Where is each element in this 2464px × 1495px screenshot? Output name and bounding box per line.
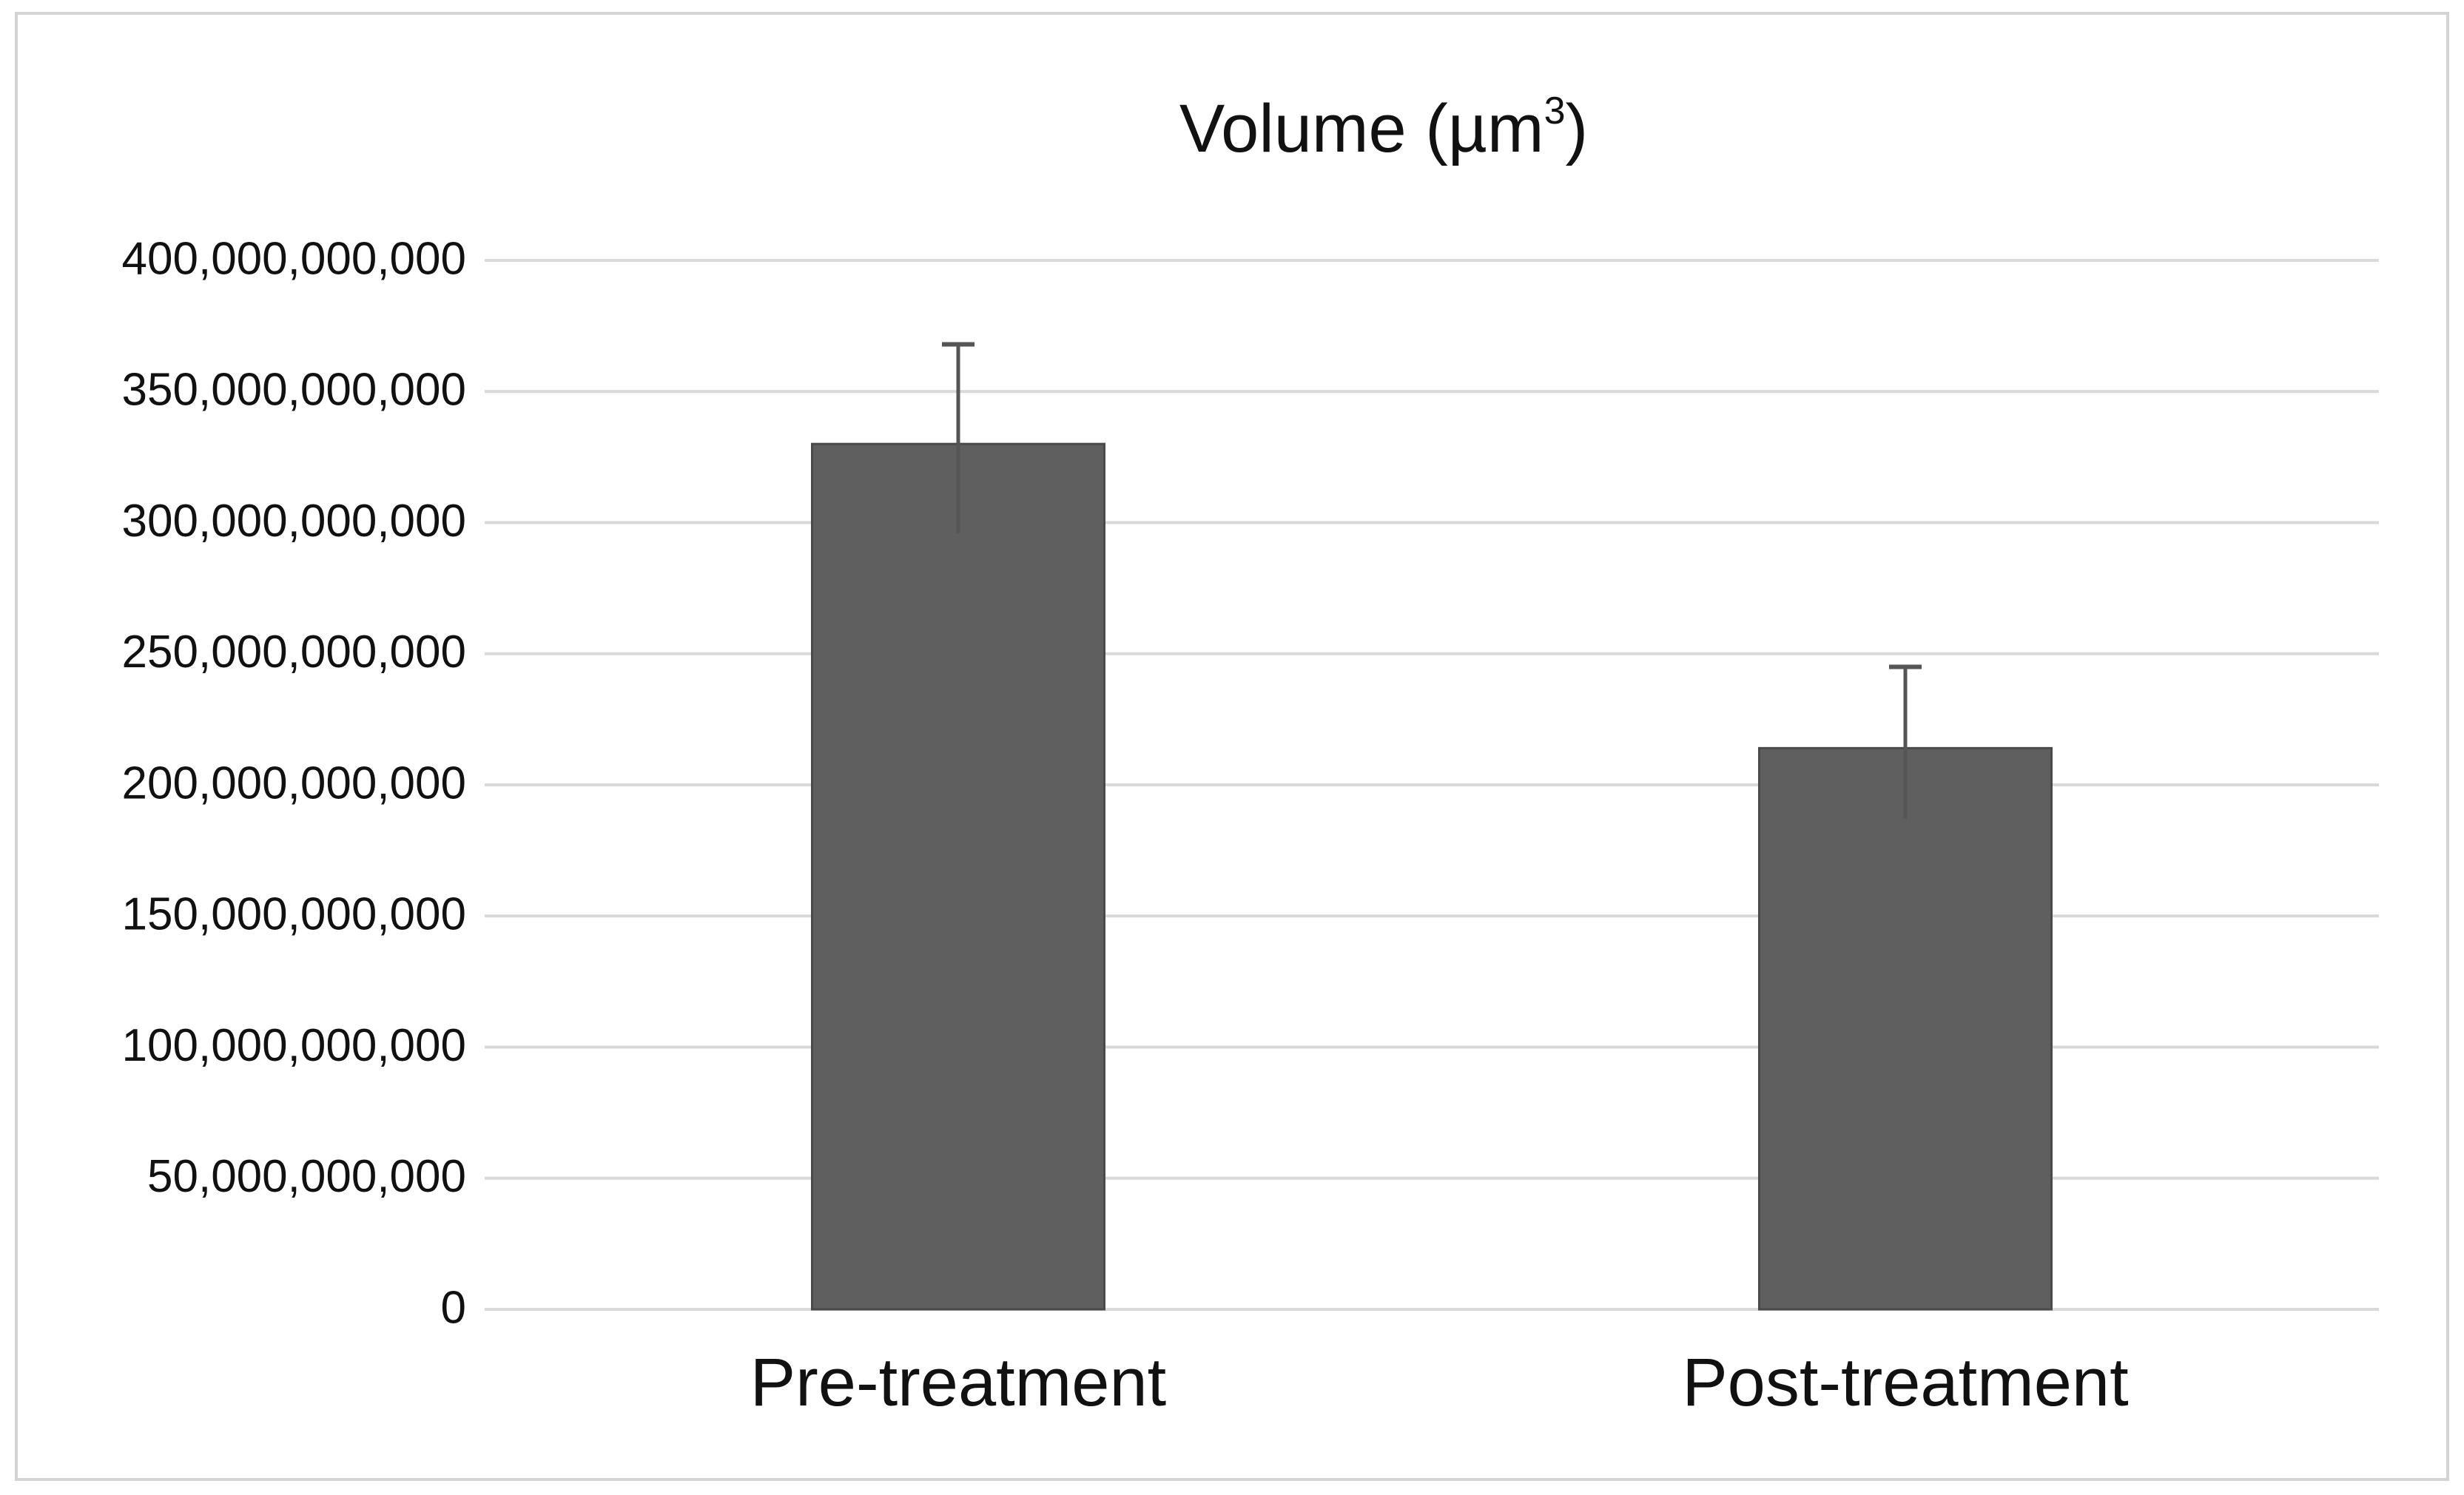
bar bbox=[1758, 746, 2053, 1311]
x-axis-category-labels: Pre-treatment Post-treatment bbox=[750, 1345, 2129, 1420]
y-tick-label: 0 bbox=[441, 1282, 466, 1333]
chart-title-suffix: ) bbox=[1565, 91, 1588, 166]
gridlines bbox=[485, 259, 2379, 1311]
bars bbox=[811, 442, 2053, 1311]
y-tick-label: 400,000,000,000 bbox=[122, 233, 466, 284]
y-tick-label: 350,000,000,000 bbox=[122, 365, 466, 416]
y-tick-label: 200,000,000,000 bbox=[122, 757, 466, 809]
chart-title: Volume (µm3) bbox=[1179, 90, 1588, 166]
x-category-label: Pre-treatment bbox=[750, 1345, 1166, 1420]
chart-title-superscript: 3 bbox=[1544, 90, 1566, 132]
error-bars bbox=[942, 342, 1922, 820]
x-category-label: Post-treatment bbox=[1682, 1345, 2128, 1420]
chart-title-main: Volume (µm bbox=[1179, 91, 1544, 166]
y-axis-tick-labels: 0 50,000,000,000 100,000,000,000 150,000,00… bbox=[122, 233, 466, 1333]
y-tick-label: 150,000,000,000 bbox=[122, 889, 466, 940]
y-tick-label: 50,000,000,000 bbox=[147, 1151, 466, 1202]
y-tick-label: 300,000,000,000 bbox=[122, 496, 466, 547]
y-tick-label: 250,000,000,000 bbox=[122, 627, 466, 678]
y-tick-label: 100,000,000,000 bbox=[122, 1020, 466, 1071]
bar bbox=[811, 442, 1105, 1311]
